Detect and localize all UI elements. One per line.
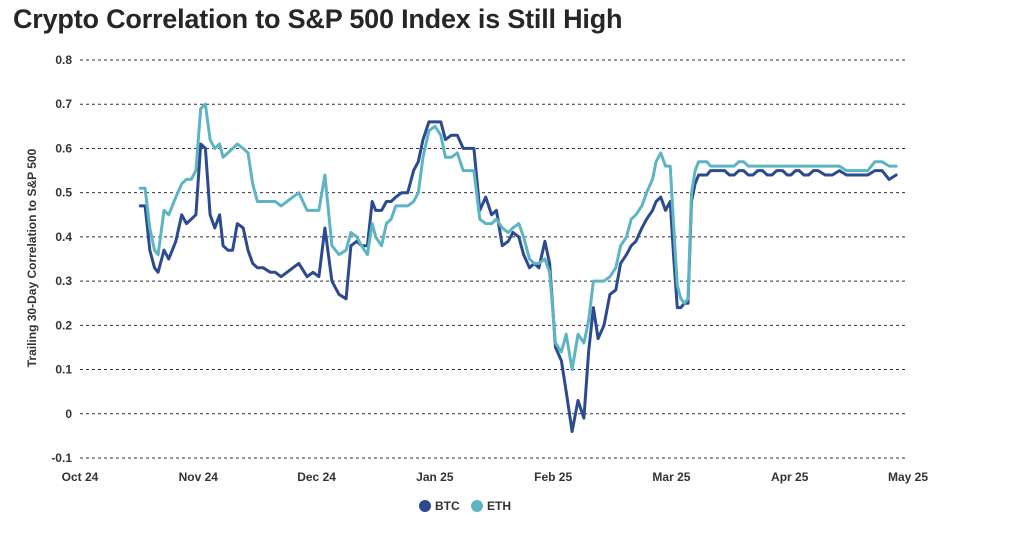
legend-label: ETH <box>487 499 511 513</box>
legend-item-eth: ETH <box>471 499 511 513</box>
y-axis-ticks: -0.1 0 0.1 0.2 0.3 0.4 0.5 0.6 0.7 0.8 <box>51 53 72 465</box>
x-tick-label: Nov 24 <box>179 470 219 484</box>
y-tick-label: 0.8 <box>55 53 72 67</box>
series-line-eth <box>138 102 898 372</box>
legend: BTC ETH <box>419 499 511 513</box>
y-tick-label: 0.6 <box>55 141 72 155</box>
x-tick-label: Dec 24 <box>297 470 336 484</box>
y-tick-label: 0.4 <box>55 230 72 244</box>
x-tick-label: Apr 25 <box>771 470 809 484</box>
y-tick-label: 0.7 <box>55 97 72 111</box>
y-tick-label: 0.5 <box>55 186 72 200</box>
y-tick-label: 0.1 <box>55 363 72 377</box>
x-tick-label: Feb 25 <box>534 470 572 484</box>
x-tick-label: May 25 <box>888 470 928 484</box>
y-tick-label: 0.3 <box>55 274 72 288</box>
legend-swatch <box>471 500 483 512</box>
y-tick-label: -0.1 <box>51 451 72 465</box>
series-lines <box>138 102 898 433</box>
x-axis-ticks: Oct 24 Nov 24 Dec 24 Jan 25 Feb 25 Mar 25 Apr … <box>62 470 929 484</box>
y-tick-label: 0 <box>65 407 72 421</box>
gridlines <box>80 59 908 459</box>
legend-item-btc: BTC <box>419 499 460 513</box>
series-line-btc <box>138 120 898 433</box>
y-axis-label: Trailing 30-Day Correlation to S&P 500 <box>25 148 39 367</box>
x-tick-label: Oct 24 <box>62 470 99 484</box>
x-tick-label: Jan 25 <box>416 470 454 484</box>
chart-title: Crypto Correlation to S&P 500 Index is S… <box>13 4 623 34</box>
legend-label: BTC <box>435 499 460 513</box>
x-tick-label: Mar 25 <box>652 470 690 484</box>
y-tick-label: 0.2 <box>55 318 72 332</box>
legend-swatch <box>419 500 431 512</box>
